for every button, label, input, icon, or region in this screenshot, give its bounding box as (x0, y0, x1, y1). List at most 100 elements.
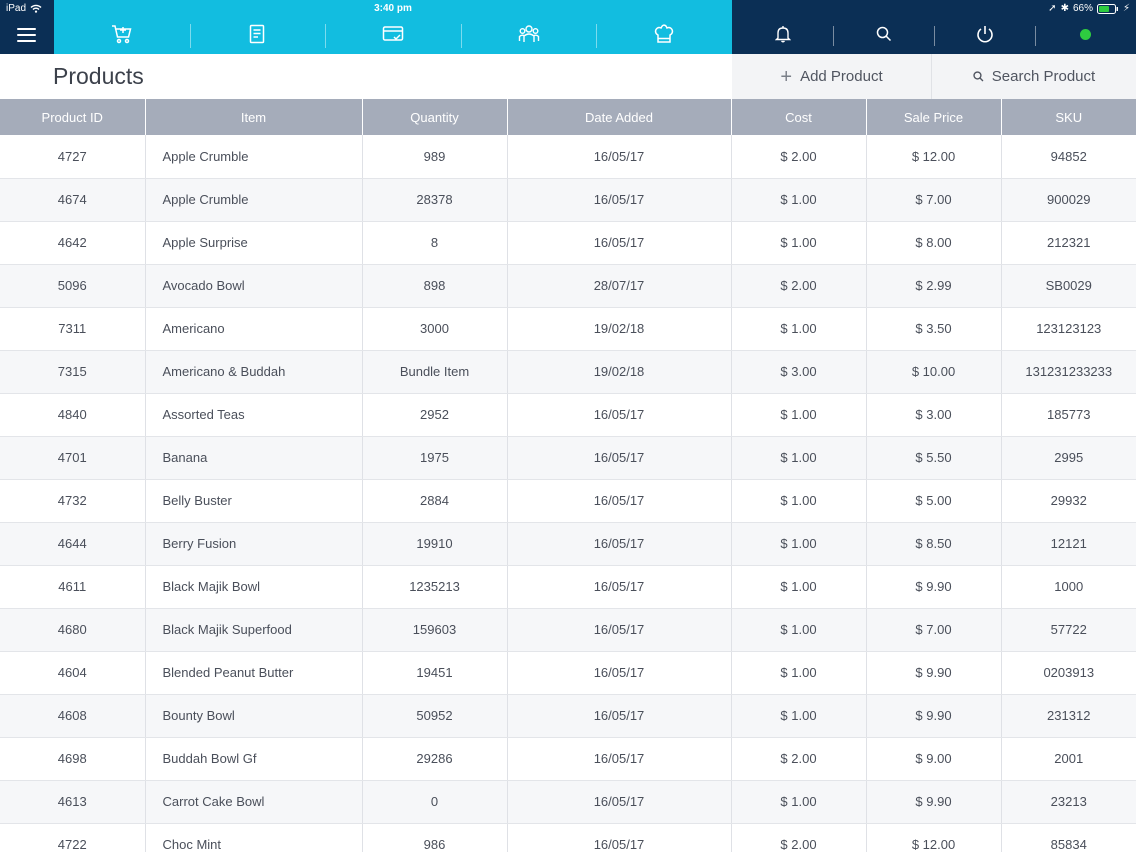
table-row[interactable]: 4642 Apple Surprise 8 16/05/17 $ 1.00 $ 8.00 2… (0, 221, 1136, 265)
cell-date-added: 16/05/17 (507, 694, 732, 738)
cell-product-id: 7311 (0, 307, 146, 351)
column-header-sale-price[interactable]: Sale Price (866, 99, 1002, 135)
cell-cost: $ 2.00 (731, 737, 867, 781)
cell-item: Carrot Cake Bowl (145, 780, 363, 824)
column-header-item[interactable]: Item (145, 99, 363, 135)
nav-item-cart[interactable] (54, 0, 190, 54)
table-row[interactable]: 4701 Banana 1975 16/05/17 $ 1.00 $ 5.50 2995 (0, 436, 1136, 480)
nav-item-payments[interactable] (325, 0, 461, 54)
cell-product-id: 4674 (0, 178, 146, 222)
search-product-button[interactable]: Search Product (932, 54, 1136, 99)
column-header-product-id[interactable]: Product ID (0, 99, 146, 135)
notifications-button[interactable] (732, 0, 833, 54)
table-row[interactable]: 4608 Bounty Bowl 50952 16/05/17 $ 1.00 $ 9.90… (0, 694, 1136, 738)
status-time: 3:40 pm (374, 3, 412, 14)
power-icon (976, 26, 993, 43)
table-row[interactable]: 4698 Buddah Bowl Gf 29286 16/05/17 $ 2.00 $ 9… (0, 737, 1136, 781)
table-row[interactable]: 4644 Berry Fusion 19910 16/05/17 $ 1.00 $ 8.5… (0, 522, 1136, 566)
cell-product-id: 4727 (0, 135, 146, 179)
cell-date-added: 28/07/17 (507, 264, 732, 308)
cell-cost: $ 3.00 (731, 350, 867, 394)
table-row[interactable]: 4732 Belly Buster 2884 16/05/17 $ 1.00 $ 5.00… (0, 479, 1136, 523)
tools-bar: ➚ ✱ 66% ⚡ (732, 0, 1136, 54)
column-header-quantity[interactable]: Quantity (362, 99, 508, 135)
cell-product-id: 4644 (0, 522, 146, 566)
table-row[interactable]: 4727 Apple Crumble 989 16/05/17 $ 2.00 $ 12.0… (0, 135, 1136, 179)
cell-date-added: 16/05/17 (507, 436, 732, 480)
cell-cost: $ 2.00 (731, 823, 867, 852)
cell-cost: $ 2.00 (731, 264, 867, 308)
column-header-sku[interactable]: SKU (1001, 99, 1136, 135)
cell-cost: $ 1.00 (731, 694, 867, 738)
cell-date-added: 16/05/17 (507, 737, 732, 781)
hamburger-menu-icon[interactable] (17, 28, 36, 42)
cell-quantity: 986 (362, 823, 508, 852)
cell-product-id: 4642 (0, 221, 146, 265)
cell-product-id: 7315 (0, 350, 146, 394)
table-row[interactable]: 4840 Assorted Teas 2952 16/05/17 $ 1.00 $ 3.0… (0, 393, 1136, 437)
cell-sku: 212321 (1001, 221, 1136, 265)
cell-quantity: 3000 (362, 307, 508, 351)
cell-date-added: 19/02/18 (507, 350, 732, 394)
cell-date-added: 16/05/17 (507, 135, 732, 179)
cell-sku: 2001 (1001, 737, 1136, 781)
cell-quantity: 1975 (362, 436, 508, 480)
table-row[interactable]: 4680 Black Majik Superfood 159603 16/05/17 $… (0, 608, 1136, 652)
cell-sale-price: $ 9.90 (866, 780, 1002, 824)
cell-date-added: 16/05/17 (507, 565, 732, 609)
table-row[interactable]: 4604 Blended Peanut Butter 19451 16/05/17 $ … (0, 651, 1136, 695)
location-icon: ➚ (1048, 3, 1057, 14)
cell-item: Berry Fusion (145, 522, 363, 566)
main-nav: 3:40 pm (54, 0, 732, 54)
column-header-date-added[interactable]: Date Added (507, 99, 732, 135)
cell-product-id: 5096 (0, 264, 146, 308)
table-row[interactable]: 4722 Choc Mint 986 16/05/17 $ 2.00 $ 12.00 858… (0, 823, 1136, 852)
cell-item: Choc Mint (145, 823, 363, 852)
cell-product-id: 4698 (0, 737, 146, 781)
table-row[interactable]: 7311 Americano 3000 19/02/18 $ 1.00 $ 3.50 123… (0, 307, 1136, 351)
menu-block: iPad (0, 0, 54, 54)
cell-sku: 29932 (1001, 479, 1136, 523)
cell-quantity: 19451 (362, 651, 508, 695)
cell-item: Assorted Teas (145, 393, 363, 437)
column-header-cost[interactable]: Cost (731, 99, 867, 135)
cell-sale-price: $ 12.00 (866, 823, 1002, 852)
cell-item: Apple Surprise (145, 221, 363, 265)
cell-product-id: 4604 (0, 651, 146, 695)
cell-quantity: 2884 (362, 479, 508, 523)
table-header-row: Product ID Item Quantity Date Added Cost… (0, 99, 1136, 135)
cell-date-added: 16/05/17 (507, 393, 732, 437)
power-button[interactable] (934, 0, 1035, 54)
cell-cost: $ 1.00 (731, 522, 867, 566)
cell-date-added: 16/05/17 (507, 178, 732, 222)
add-product-label: Add Product (800, 68, 883, 85)
add-product-button[interactable]: + Add Product (732, 54, 932, 99)
cell-product-id: 4840 (0, 393, 146, 437)
global-search-button[interactable] (833, 0, 934, 54)
cell-date-added: 16/05/17 (507, 823, 732, 852)
cell-cost: $ 2.00 (731, 135, 867, 179)
nav-item-customers[interactable] (460, 0, 597, 54)
table-row[interactable]: 4674 Apple Crumble 28378 16/05/17 $ 1.00 $ 7.… (0, 178, 1136, 222)
cell-date-added: 16/05/17 (507, 608, 732, 652)
table-row[interactable]: 4613 Carrot Cake Bowl 0 16/05/17 $ 1.00 $ 9.9… (0, 780, 1136, 824)
nav-item-receipt[interactable] (189, 0, 326, 54)
battery-icon (1096, 3, 1118, 14)
cell-product-id: 4608 (0, 694, 146, 738)
bluetooth-icon: ✱ (1060, 3, 1069, 14)
table-row[interactable]: 5096 Avocado Bowl 898 28/07/17 $ 2.00 $ 2.99 S… (0, 264, 1136, 308)
bell-icon (774, 26, 791, 43)
status-right: ➚ ✱ 66% ⚡ (1048, 3, 1130, 14)
table-row[interactable]: 7315 Americano & Buddah Bundle Item 19/02/1… (0, 350, 1136, 394)
cell-cost: $ 1.00 (731, 221, 867, 265)
cell-item: Americano (145, 307, 363, 351)
table-row[interactable]: 4611 Black Majik Bowl 1235213 16/05/17 $ 1.0… (0, 565, 1136, 609)
cell-quantity: 8 (362, 221, 508, 265)
cell-sku: 131231233233 (1001, 350, 1136, 394)
cell-item: Apple Crumble (145, 135, 363, 179)
cell-item: Banana (145, 436, 363, 480)
products-table-container[interactable]: Product ID Item Quantity Date Added Cost… (0, 99, 1136, 852)
cell-product-id: 4701 (0, 436, 146, 480)
cell-sale-price: $ 3.50 (866, 307, 1002, 351)
nav-item-kitchen[interactable] (596, 0, 732, 54)
